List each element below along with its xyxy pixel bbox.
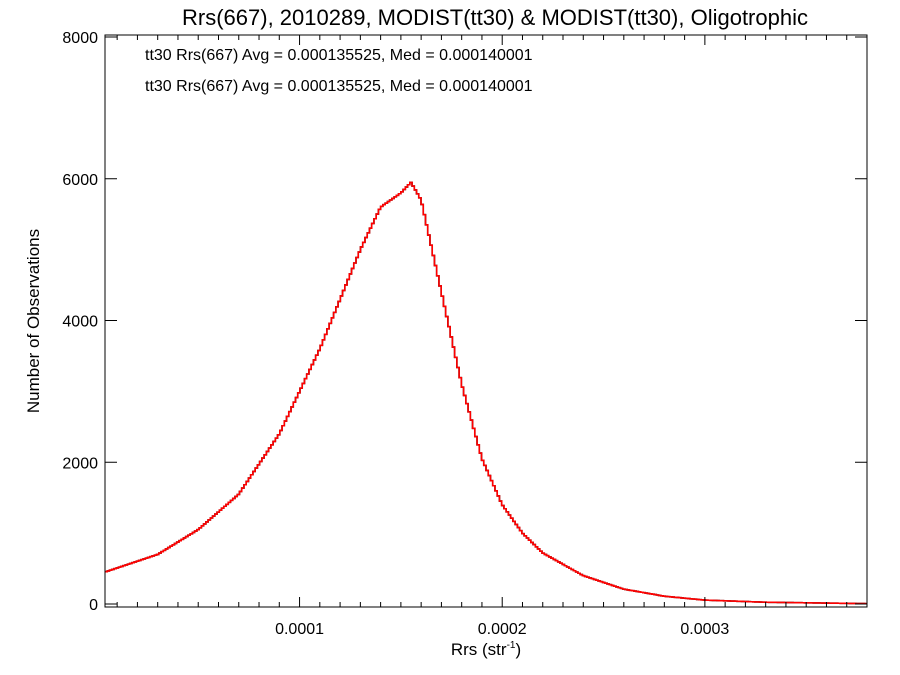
- plot-frame: [104, 34, 868, 608]
- legend: tt30 Rrs(667) Avg = 0.000135525, Med = 0…: [145, 47, 533, 95]
- legend-entry-black: tt30 Rrs(667) Avg = 0.000135525, Med = 0…: [145, 47, 533, 64]
- series-layer: [105, 181, 867, 605]
- ticks-layer: 0.0001 0.0002 0.0003 0 2000 4000 6000 8000: [62, 30, 868, 638]
- y-tick-label: 6000: [62, 172, 98, 189]
- y-tick-label: 2000: [62, 455, 98, 472]
- x-axis-label: Rrs (str-1): [451, 640, 521, 659]
- x-tick-label: 0.0002: [478, 621, 527, 638]
- x-axis-label-main: Rrs (str: [451, 640, 507, 659]
- y-tick-label: 4000: [62, 314, 98, 331]
- chart-title: Rrs(667), 2010289, MODIST(tt30) & MODIST…: [182, 5, 808, 30]
- series-line-0: [105, 181, 867, 605]
- series-line-1: [105, 181, 867, 605]
- y-axis-label: Number of Observations: [24, 229, 43, 413]
- x-axis-label-close: ): [515, 640, 521, 659]
- x-axis-label-sup: -1: [507, 640, 516, 651]
- y-tick-label: 0: [89, 597, 98, 614]
- legend-entry-red: tt30 Rrs(667) Avg = 0.000135525, Med = 0…: [145, 78, 533, 95]
- y-tick-label: 8000: [62, 30, 98, 47]
- x-tick-label: 0.0003: [680, 621, 729, 638]
- x-tick-label: 0.0001: [275, 621, 324, 638]
